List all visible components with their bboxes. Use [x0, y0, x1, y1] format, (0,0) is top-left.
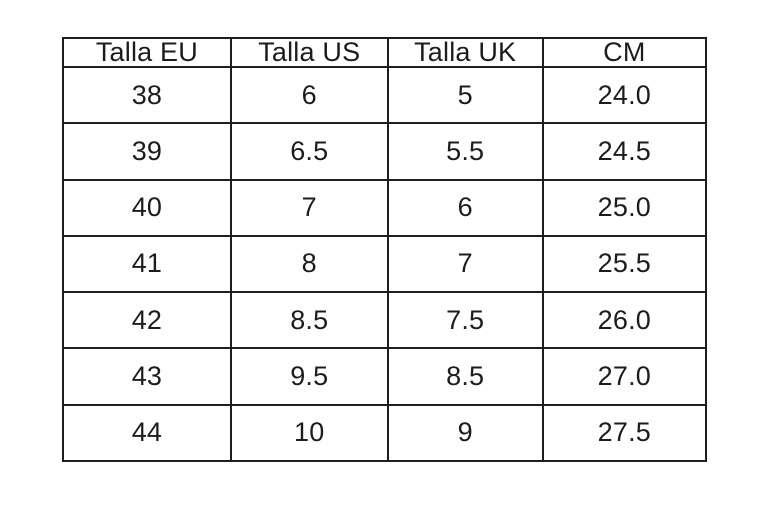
table-cell: 6.5	[229, 122, 389, 181]
table-cell: 8.5	[386, 347, 544, 406]
table-cell: 6	[386, 178, 544, 237]
table-cell: 39	[62, 122, 232, 181]
column-header-talla-eu: Talla EU	[62, 37, 232, 68]
table-row: 43 9.5 8.5 27.0	[62, 347, 708, 406]
table-row: 42 8.5 7.5 26.0	[62, 291, 708, 350]
table-row: 44 10 9 27.5	[62, 403, 708, 463]
table-cell: 9.5	[229, 347, 389, 406]
table-cell: 7	[229, 178, 389, 237]
table-cell: 27.5	[541, 403, 708, 463]
table-cell: 40	[62, 178, 232, 237]
table-cell: 41	[62, 234, 232, 294]
table-cell: 38	[62, 65, 232, 125]
table-cell: 24.0	[541, 65, 708, 125]
table-cell: 10	[229, 403, 389, 463]
table-row: 38 6 5 24.0	[62, 65, 708, 125]
table-cell: 9	[386, 403, 544, 463]
column-header-cm: CM	[541, 37, 708, 68]
table-cell: 25.5	[541, 234, 708, 294]
table-cell: 8	[229, 234, 389, 294]
table-cell: 24.5	[541, 122, 708, 181]
table-cell: 5.5	[386, 122, 544, 181]
header-row: Talla EU Talla US Talla UK CM	[62, 37, 708, 68]
table-cell: 27.0	[541, 347, 708, 406]
table-cell: 43	[62, 347, 232, 406]
table-cell: 44	[62, 403, 232, 463]
table-cell: 7.5	[386, 291, 544, 350]
table-row: 41 8 7 25.5	[62, 234, 708, 294]
table-row: 40 7 6 25.0	[62, 178, 708, 237]
table-cell: 42	[62, 291, 232, 350]
size-chart-table: Talla EU Talla US Talla UK CM 38 6 5 24.…	[62, 37, 708, 463]
table-cell: 8.5	[229, 291, 389, 350]
table-cell: 5	[386, 65, 544, 125]
table-row: 39 6.5 5.5 24.5	[62, 122, 708, 181]
table-cell: 25.0	[541, 178, 708, 237]
column-header-talla-uk: Talla UK	[386, 37, 544, 68]
table-cell: 26.0	[541, 291, 708, 350]
column-header-talla-us: Talla US	[229, 37, 389, 68]
table-cell: 6	[229, 65, 389, 125]
table-cell: 7	[386, 234, 544, 294]
